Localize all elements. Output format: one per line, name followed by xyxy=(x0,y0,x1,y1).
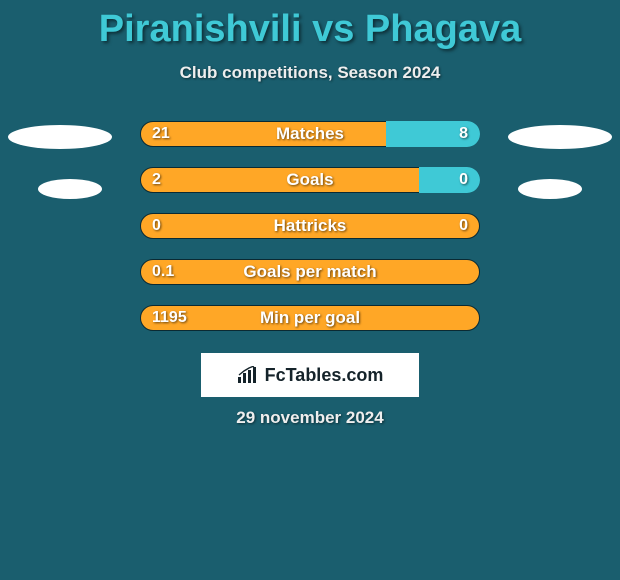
stat-value-right: 0 xyxy=(459,213,468,239)
stat-value-left: 0.1 xyxy=(152,259,174,285)
stat-row: Hattricks0 0 xyxy=(0,213,620,239)
stat-value-left: 2 xyxy=(152,167,161,193)
page-subtitle: Club competitions, Season 2024 xyxy=(0,63,620,83)
stat-label: Goals per match xyxy=(140,259,480,285)
decorative-ellipse xyxy=(518,179,582,199)
stat-label: Min per goal xyxy=(140,305,480,331)
logo-box: FcTables.com xyxy=(201,353,419,397)
stat-value-left: 21 xyxy=(152,121,170,147)
logo-text: FcTables.com xyxy=(265,365,384,386)
stats-container: Matches218Goals20Hattricks00Goals per ma… xyxy=(0,121,620,331)
page-title: Piranishvili vs Phagava xyxy=(0,0,620,51)
stat-value-right: 8 xyxy=(459,121,468,147)
stat-row: Min per goal1195 xyxy=(0,305,620,331)
stat-label: Hattricks xyxy=(140,213,480,239)
stat-label: Goals xyxy=(140,167,480,193)
decorative-ellipse xyxy=(508,125,612,149)
stat-label: Matches xyxy=(140,121,480,147)
decorative-ellipse xyxy=(8,125,112,149)
stat-value-left: 1195 xyxy=(152,305,187,331)
chart-icon xyxy=(237,366,259,389)
decorative-ellipse xyxy=(38,179,102,199)
stat-value-left: 0 xyxy=(152,213,161,239)
stat-row: Goals per match0.1 xyxy=(0,259,620,285)
date-text: 29 november 2024 xyxy=(0,408,620,428)
stat-value-right: 0 xyxy=(459,167,468,193)
